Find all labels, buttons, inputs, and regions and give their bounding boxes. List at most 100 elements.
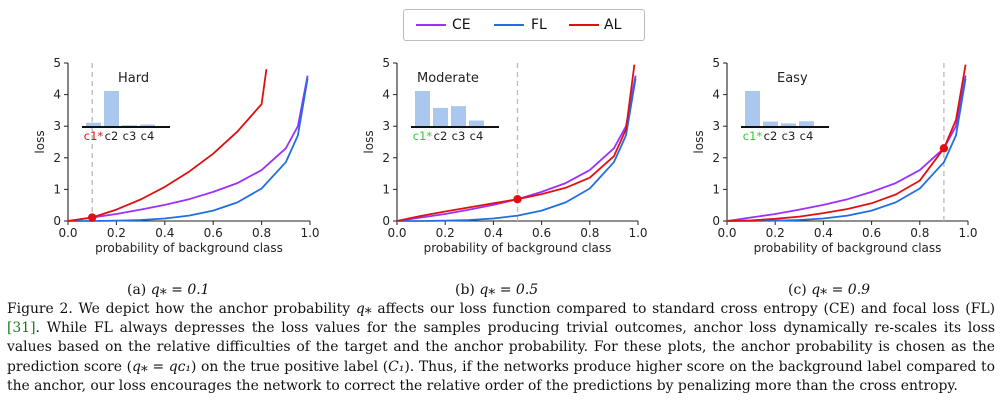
inset-bar (763, 121, 778, 127)
y-tick-label: 4 (53, 88, 61, 102)
subcaption-b: (b) q⁎ = 0.5 (455, 282, 538, 298)
series-line-ce (726, 75, 967, 222)
subcaption-a-equation: q⁎ = 0.1 (150, 282, 210, 298)
caption-equation: q⁎ = qᴄ₁ (132, 358, 191, 375)
series-line-ce (396, 75, 637, 222)
series-line-al (396, 64, 636, 222)
inset-category-label: c4 (800, 129, 814, 143)
y-tick-label: 3 (382, 119, 390, 133)
subcaption-c-equation: q⁎ = 0.9 (811, 282, 871, 298)
x-tick-label: 0.8 (252, 226, 271, 240)
caption-q-symbol: q⁎ (355, 301, 372, 317)
y-tick-label: 2 (712, 151, 720, 165)
y-tick-label: 0 (53, 214, 61, 228)
caption-text-3: . While FL always depresses the loss val… (7, 320, 995, 375)
inset-category-label: c1* (743, 129, 763, 143)
caption-reference-link[interactable]: [31] (7, 320, 36, 337)
y-tick-label: 2 (53, 151, 61, 165)
anchor-point-marker (939, 144, 949, 153)
x-tick-label: 0.4 (155, 226, 174, 240)
y-tick-label: 4 (382, 88, 390, 102)
inset-chart: Moderate c1* c2 c3 c4 (411, 71, 499, 143)
x-tick-label: 0.6 (862, 226, 881, 240)
inset-bar (799, 121, 814, 127)
inset-bar (104, 91, 119, 127)
figure-panels: 0 1 2 3 4 5 0.0 0.2 0.4 0.6 0.8 1.0 probability of b… (33, 56, 978, 255)
inset-category-label: c1* (413, 129, 433, 143)
inset-category-label: c3 (782, 129, 796, 143)
inset-difficulty-label: Hard (118, 71, 149, 86)
y-tick-label: 1 (382, 182, 390, 196)
y-tick-label: 2 (382, 151, 390, 165)
legend-line-fl (494, 24, 524, 26)
inset-category-label: c1* (84, 129, 104, 143)
inset-category-label: c3 (123, 129, 137, 143)
inset-category-label: c2 (105, 129, 119, 143)
inset-category-label: c4 (141, 129, 155, 143)
series-line-ce (67, 75, 309, 222)
x-tick-label: 0.2 (436, 226, 455, 240)
x-axis-label: probability of background class (754, 241, 942, 255)
x-tick-label: 0.4 (814, 226, 833, 240)
inset-category-label: c3 (452, 129, 466, 143)
subcaption-b-label: (b) (455, 282, 475, 298)
inset-bar (781, 123, 796, 127)
x-axis-label: probability of background class (95, 241, 283, 255)
x-tick-label: 0.6 (204, 226, 223, 240)
caption-text-1: Figure 2. We depict how the anchor proba… (7, 301, 356, 317)
y-tick-label: 5 (53, 56, 61, 70)
legend-label-fl: FL (531, 17, 547, 33)
legend-label-al: AL (604, 17, 622, 33)
inset-bar (745, 91, 760, 127)
inset-difficulty-label: Moderate (417, 71, 479, 86)
caption-text-4: ) on the true positive label ( (190, 358, 389, 375)
inset-bar (415, 91, 430, 127)
y-tick-label: 5 (382, 56, 390, 70)
y-tick-label: 5 (712, 56, 720, 70)
subcaption-c-label: (c) (788, 282, 807, 298)
y-tick-label: 0 (712, 214, 720, 228)
inset-bar (433, 107, 448, 127)
series-line-fl (397, 78, 637, 222)
legend-line-al (569, 24, 599, 26)
anchor-point-marker (88, 213, 97, 222)
subcaption-a-label: (a) (127, 282, 147, 298)
inset-bar (140, 124, 155, 127)
inset-bar (451, 106, 466, 127)
chart-legend: CE FL AL (403, 9, 645, 41)
x-tick-label: 1.0 (628, 226, 647, 240)
inset-bar (86, 122, 101, 127)
x-tick-label: 0.8 (910, 226, 929, 240)
caption-text-5: ). Thus, if the networks produce higher … (7, 358, 996, 394)
y-tick-label: 3 (53, 119, 61, 133)
caption-text-2: affects our loss function compared to st… (371, 301, 995, 317)
legend-label-ce: CE (452, 17, 471, 33)
subcaption-b-equation: q⁎ = 0.5 (479, 282, 539, 298)
y-tick-label: 1 (53, 182, 61, 196)
y-tick-label: 3 (712, 119, 720, 133)
y-axis-label: loss (692, 130, 706, 153)
y-tick-label: 0 (382, 214, 390, 228)
inset-category-label: c4 (470, 129, 484, 143)
inset-chart: Easy c1* c2 c3 c4 (741, 71, 829, 143)
subcaption-a: (a) q⁎ = 0.1 (127, 282, 210, 298)
subcaption-c: (c) q⁎ = 0.9 (788, 282, 870, 298)
anchor-point-marker (513, 194, 522, 204)
series-line-fl (68, 78, 309, 222)
series-line-al (726, 64, 967, 222)
inset-category-label: c2 (434, 129, 448, 143)
x-tick-label: 0.6 (532, 226, 551, 240)
x-tick-label: 0.8 (580, 226, 599, 240)
panel-2: 0 1 2 3 4 5 0.0 0.2 0.4 0.6 0.8 1.0 probability of b… (362, 56, 648, 255)
y-tick-label: 1 (712, 182, 720, 196)
x-tick-label: 0.0 (387, 226, 406, 240)
legend-line-ce (416, 24, 446, 26)
x-axis-label: probability of background class (424, 241, 612, 255)
x-tick-label: 0.2 (766, 226, 785, 240)
x-tick-label: 1.0 (958, 226, 977, 240)
y-axis-label: loss (33, 130, 47, 153)
inset-bar (469, 120, 484, 127)
y-axis-label: loss (362, 130, 376, 153)
panel-1: 0 1 2 3 4 5 0.0 0.2 0.4 0.6 0.8 1.0 probability of b… (33, 56, 320, 255)
inset-category-label: c2 (764, 129, 778, 143)
